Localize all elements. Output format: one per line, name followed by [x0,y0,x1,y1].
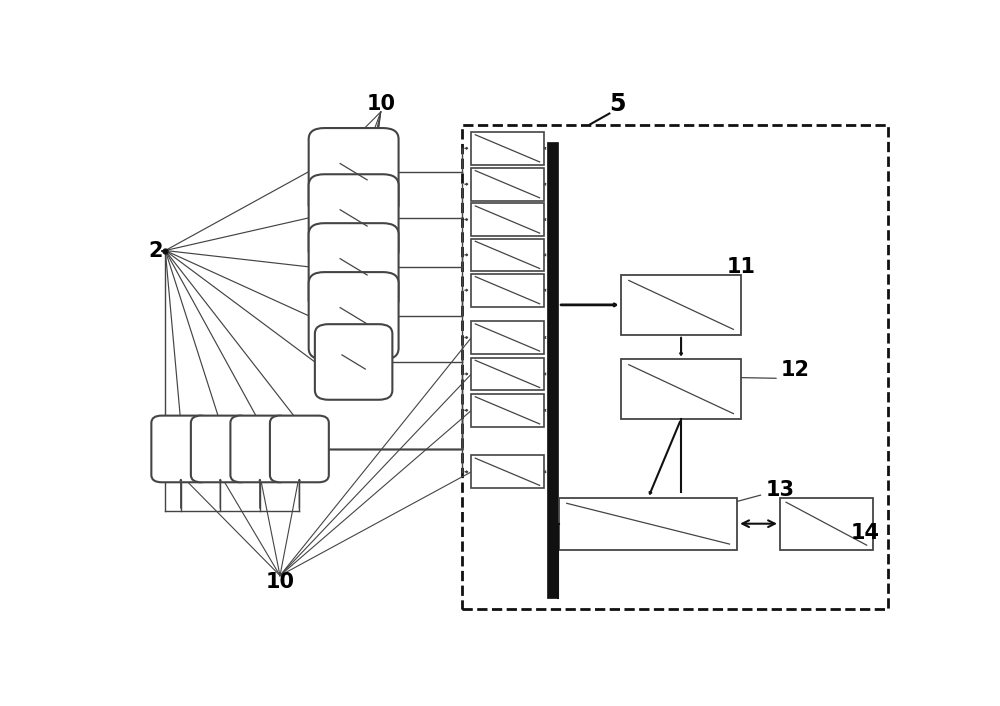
Bar [471,274,544,306]
Text: 2: 2 [148,241,163,261]
FancyBboxPatch shape [309,223,399,311]
Bar [621,359,741,419]
Text: 14: 14 [851,523,880,543]
Bar [471,203,544,236]
Bar [547,142,558,599]
FancyBboxPatch shape [315,324,392,400]
Bar [471,239,544,271]
Bar [559,498,737,549]
Bar [471,132,544,164]
Bar [471,394,544,426]
FancyBboxPatch shape [151,416,210,482]
FancyBboxPatch shape [309,174,399,261]
Bar [462,126,888,609]
Bar [471,358,544,390]
FancyBboxPatch shape [230,416,289,482]
Text: 12: 12 [781,360,810,380]
Text: 10: 10 [366,94,395,114]
Bar [471,455,544,488]
FancyBboxPatch shape [309,128,399,215]
Bar [621,275,741,335]
Text: 11: 11 [727,257,756,277]
Bar [471,168,544,201]
FancyBboxPatch shape [191,416,250,482]
Text: 13: 13 [765,479,794,500]
FancyBboxPatch shape [270,416,329,482]
Text: 10: 10 [266,572,294,592]
FancyBboxPatch shape [309,272,399,359]
Bar [471,321,544,354]
Bar [780,498,873,549]
Text: 5: 5 [609,92,625,116]
